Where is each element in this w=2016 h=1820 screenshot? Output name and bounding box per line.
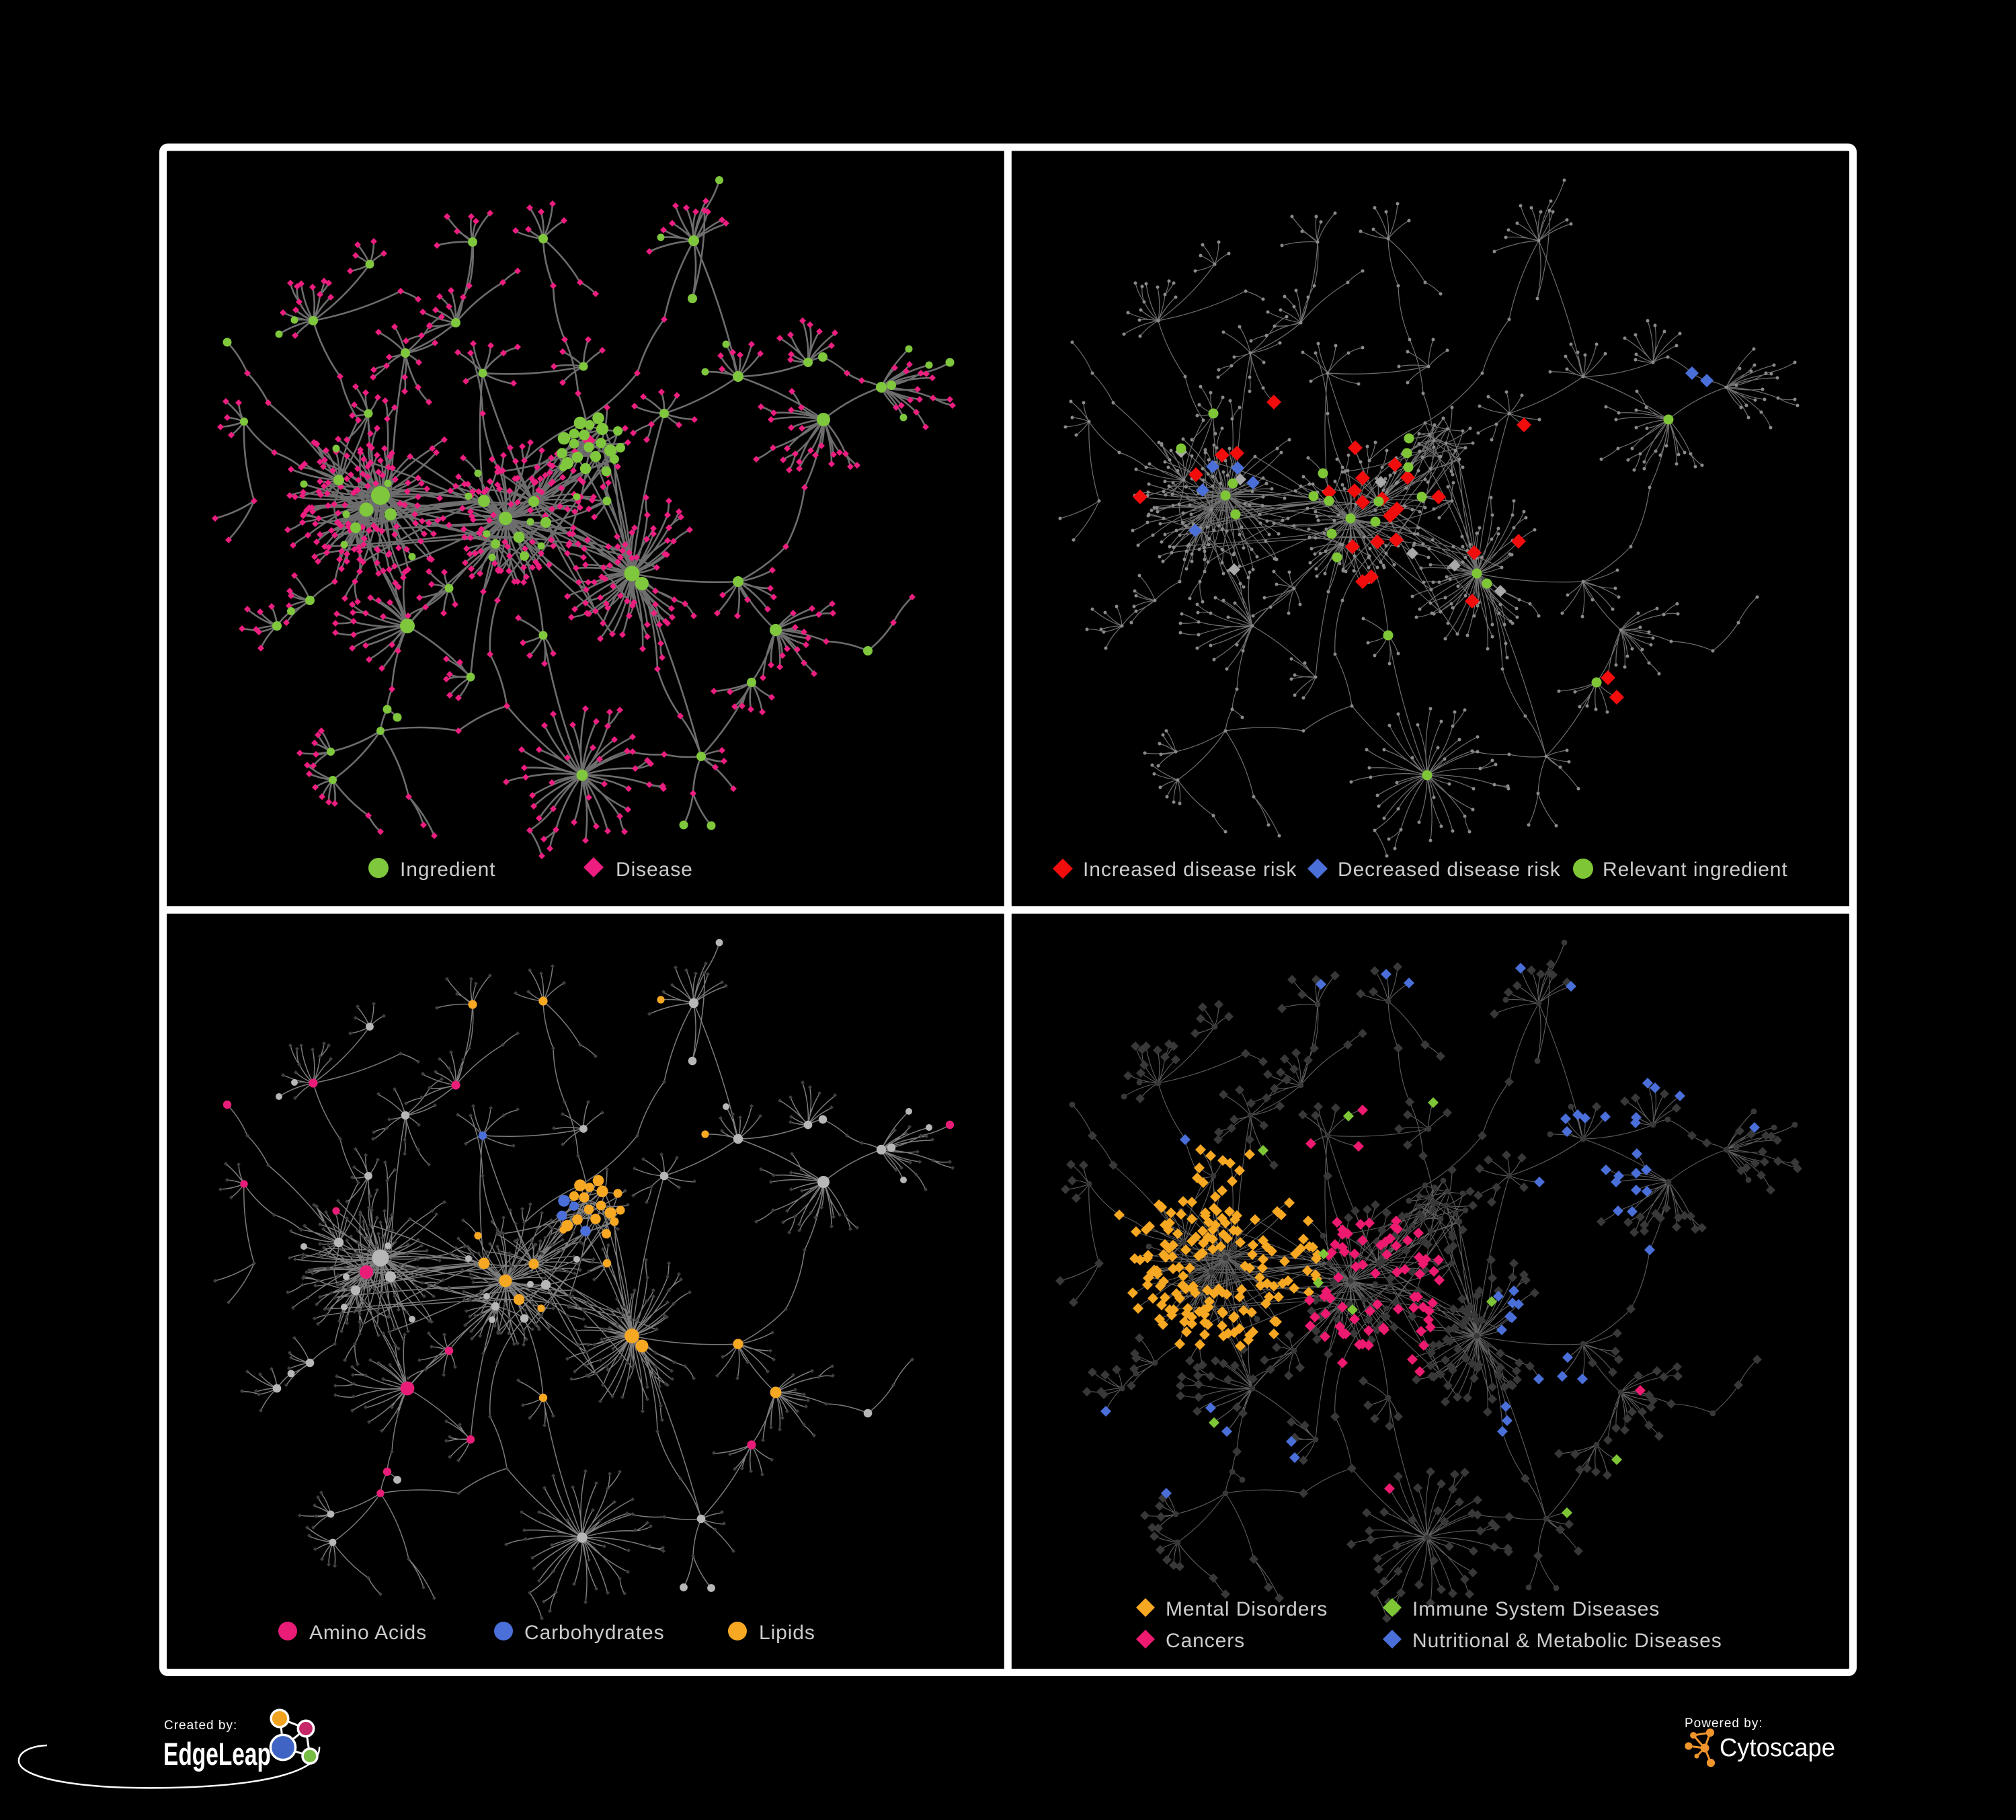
svg-text:Relevant ingredient: Relevant ingredient [1603, 859, 1788, 881]
svg-text:Lipids: Lipids [759, 1622, 815, 1644]
svg-text:Powered by:: Powered by: [1685, 1716, 1763, 1731]
svg-text:Cytoscape: Cytoscape [1720, 1734, 1835, 1762]
svg-text:Ingredient: Ingredient [400, 859, 495, 881]
svg-text:Decreased disease risk: Decreased disease risk [1338, 859, 1561, 881]
svg-text:Immune System Diseases: Immune System Diseases [1412, 1598, 1660, 1620]
svg-text:Created by:: Created by: [164, 1718, 237, 1733]
svg-text:Disease: Disease [616, 859, 693, 881]
svg-text:EdgeLeap: EdgeLeap [163, 1736, 271, 1772]
svg-text:Increased disease risk: Increased disease risk [1083, 859, 1297, 881]
svg-text:Nutritional & Metabolic Diseas: Nutritional & Metabolic Diseases [1412, 1630, 1722, 1652]
svg-text:Amino Acids: Amino Acids [309, 1622, 427, 1644]
svg-text:Mental Disorders: Mental Disorders [1166, 1598, 1328, 1620]
svg-text:Carbohydrates: Carbohydrates [524, 1622, 664, 1644]
svg-text:Cancers: Cancers [1166, 1630, 1245, 1652]
